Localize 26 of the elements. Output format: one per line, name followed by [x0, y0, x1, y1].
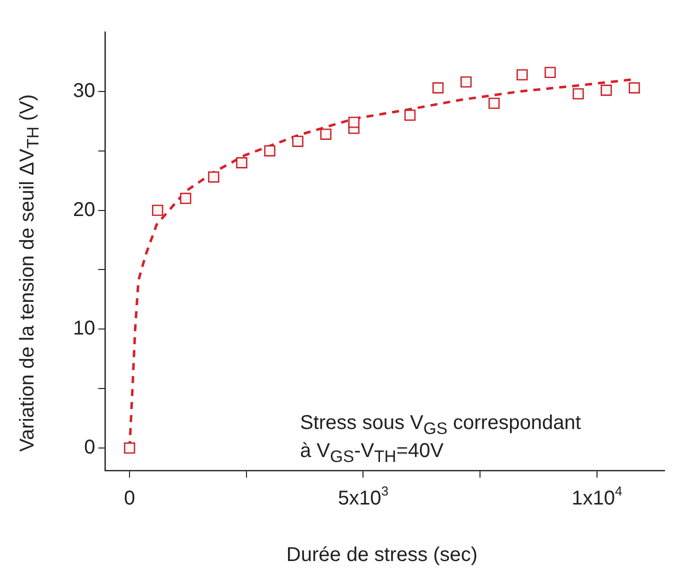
y-tick-label: 10: [72, 318, 96, 340]
annotation: Stress sous V$_{GS}$ correspondant: [300, 412, 581, 439]
y-tick-label: 20: [72, 198, 96, 221]
point: [236, 157, 248, 168]
point: [124, 442, 136, 454]
point: [572, 88, 584, 100]
point: [264, 145, 276, 156]
point: [600, 84, 612, 96]
x-tick-label: 0: [124, 488, 136, 510]
y-tick-label: 30: [72, 80, 96, 102]
point: [516, 69, 528, 80]
point: [180, 192, 192, 204]
point: [432, 82, 444, 94]
y-tick-label: 0: [84, 436, 96, 459]
point: [488, 98, 500, 109]
point: [460, 76, 472, 88]
point: [208, 171, 220, 183]
point: [292, 136, 304, 147]
point: [152, 204, 164, 216]
point: [544, 66, 556, 78]
point: [404, 110, 416, 121]
point: [348, 116, 360, 128]
annotation: à V$_{GS}$-V$_{TH}$=40V: [300, 440, 444, 467]
point: [628, 82, 640, 94]
x-axis-title: Durée de stress (sec): [286, 544, 478, 567]
point: [320, 128, 332, 140]
